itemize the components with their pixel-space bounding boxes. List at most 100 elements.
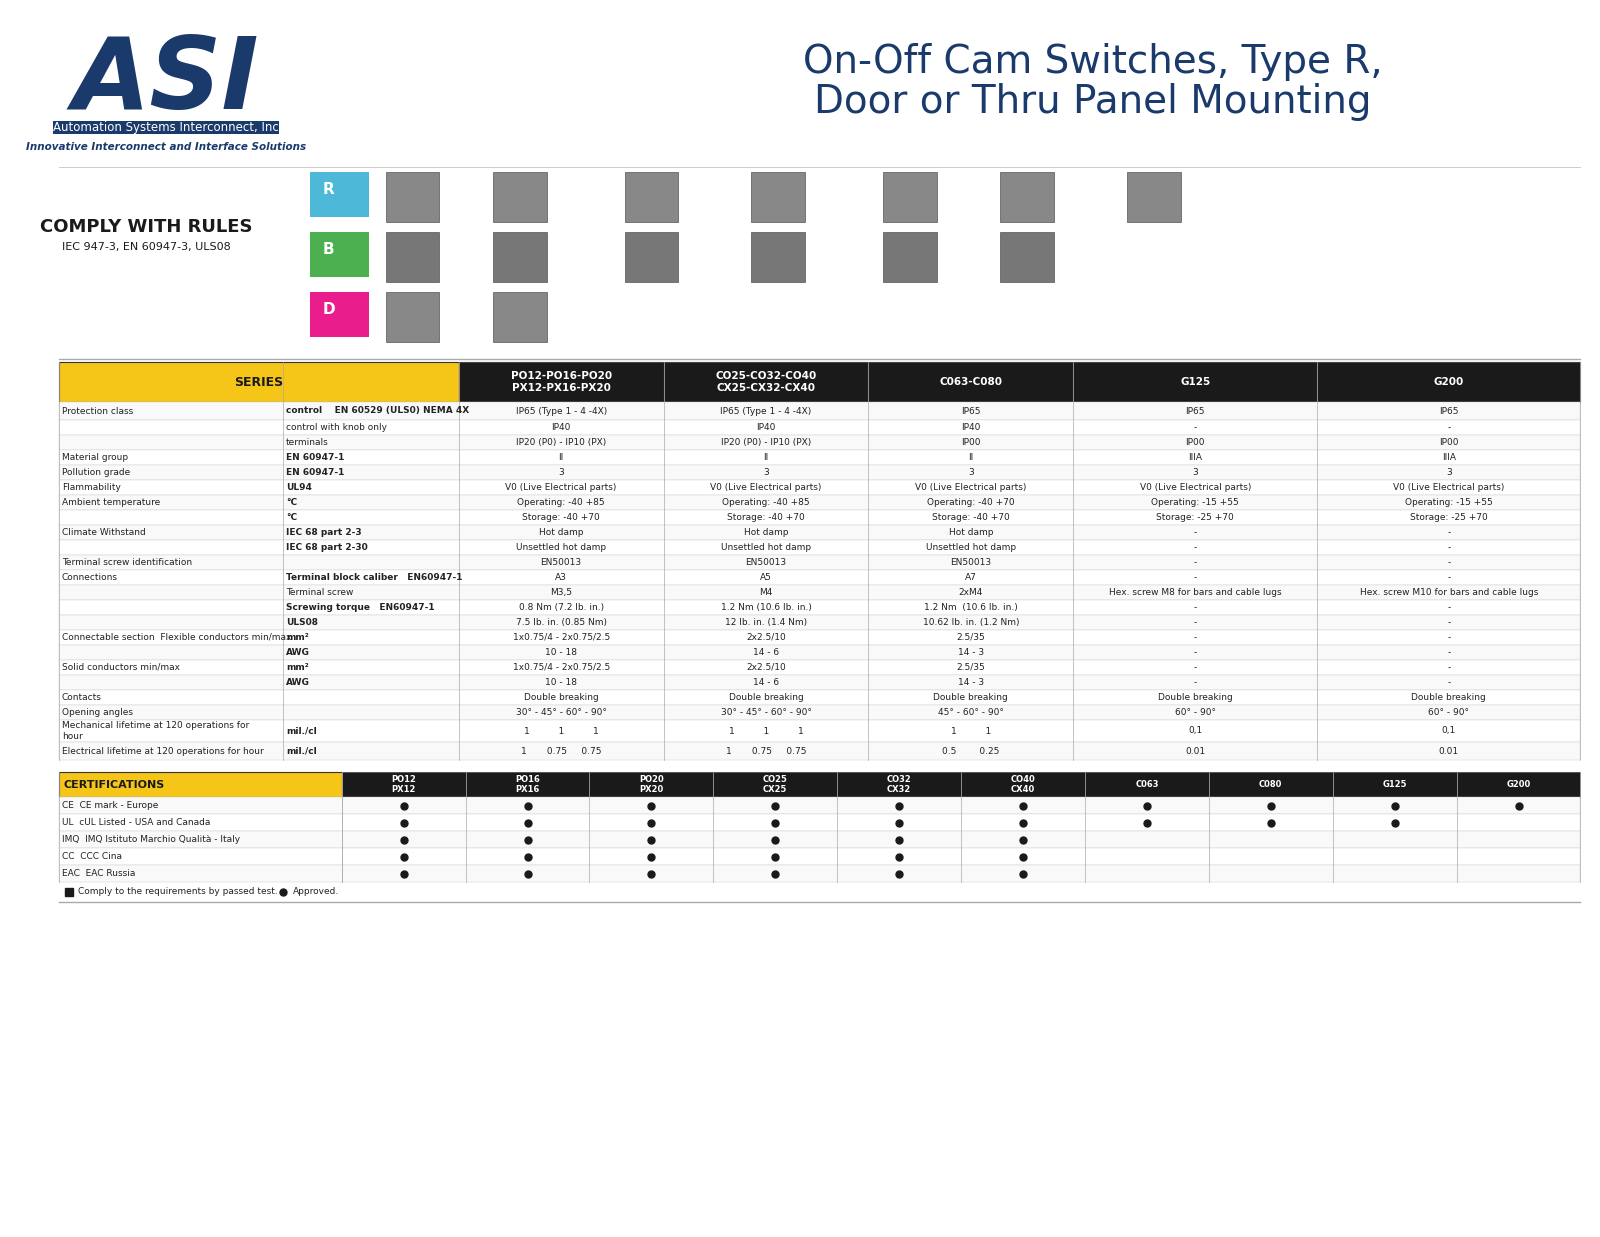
Bar [59, 849, 1581, 865]
Text: Material group: Material group [62, 453, 128, 461]
Text: -: - [1194, 573, 1197, 581]
Text: IP20 (P0) - IP10 (PX): IP20 (P0) - IP10 (PX) [722, 438, 811, 447]
Text: Innovative Interconnect and Interface Solutions: Innovative Interconnect and Interface So… [26, 142, 306, 152]
Text: 14 - 6: 14 - 6 [754, 648, 779, 657]
Bar [883, 233, 936, 282]
Text: CE  CE mark - Europe: CE CE mark - Europe [62, 802, 158, 810]
Text: IMQ  IMQ Istituto Marchio Qualità - Italy: IMQ IMQ Istituto Marchio Qualità - Italy [62, 835, 240, 844]
Text: 60° - 90°: 60° - 90° [1174, 708, 1216, 717]
Text: 0.01: 0.01 [1186, 746, 1205, 756]
Text: 1.2 Nm (10.6 lb. in.): 1.2 Nm (10.6 lb. in.) [720, 602, 811, 612]
Text: Pollution grade: Pollution grade [62, 468, 130, 477]
Text: IP20 (P0) - IP10 (PX): IP20 (P0) - IP10 (PX) [517, 438, 606, 447]
Text: Hex. screw M8 for bars and cable lugs: Hex. screw M8 for bars and cable lugs [1109, 588, 1282, 597]
Bar [59, 435, 1581, 450]
Text: 3: 3 [968, 468, 974, 477]
Text: -: - [1446, 558, 1451, 567]
Bar [342, 772, 466, 797]
Text: °C: °C [286, 513, 298, 522]
Bar [310, 233, 370, 277]
Text: R: R [322, 182, 334, 197]
Bar [59, 675, 1581, 690]
Text: 0.5        0.25: 0.5 0.25 [942, 746, 1000, 756]
Bar [714, 772, 837, 797]
Bar [59, 585, 1581, 600]
Text: Electrical lifetime at 120 operations for hour: Electrical lifetime at 120 operations fo… [62, 746, 264, 756]
Text: Double breaking: Double breaking [1411, 693, 1486, 703]
Text: -: - [1194, 558, 1197, 567]
Text: B: B [322, 242, 334, 257]
Text: Approved.: Approved. [293, 887, 339, 897]
Text: COMPLY WITH RULES: COMPLY WITH RULES [40, 218, 253, 236]
Text: Hot damp: Hot damp [744, 528, 789, 537]
Text: IP40: IP40 [552, 423, 571, 432]
Text: IP40: IP40 [757, 423, 776, 432]
Text: Flammability: Flammability [62, 482, 120, 492]
Text: 3: 3 [763, 468, 770, 477]
Text: V0 (Live Electrical parts): V0 (Live Electrical parts) [1394, 482, 1504, 492]
Text: 2.5/35: 2.5/35 [957, 663, 986, 672]
Text: 3: 3 [1192, 468, 1198, 477]
Bar [59, 615, 1581, 630]
Text: -: - [1194, 648, 1197, 657]
Text: 2x2.5/10: 2x2.5/10 [746, 663, 786, 672]
Text: EN50013: EN50013 [541, 558, 582, 567]
Text: IIIA: IIIA [1442, 453, 1456, 461]
Text: IP65: IP65 [1186, 407, 1205, 416]
Text: Storage: -40 +70: Storage: -40 +70 [931, 513, 1010, 522]
Bar [624, 172, 678, 221]
Text: IP65: IP65 [962, 407, 981, 416]
Text: ULS08: ULS08 [286, 618, 318, 627]
Bar [386, 292, 440, 341]
Text: 0,1: 0,1 [1189, 726, 1202, 736]
Text: mm²: mm² [286, 633, 309, 642]
Text: Storage: -25 +70: Storage: -25 +70 [1157, 513, 1234, 522]
Text: D: D [322, 302, 334, 317]
Text: IEC 947-3, EN 60947-3, ULS08: IEC 947-3, EN 60947-3, ULS08 [62, 242, 230, 252]
Bar [310, 172, 370, 216]
Bar [1000, 233, 1054, 282]
Text: 1       0.75     0.75: 1 0.75 0.75 [726, 746, 806, 756]
Text: 1x0.75/4 - 2x0.75/2.5: 1x0.75/4 - 2x0.75/2.5 [512, 633, 610, 642]
Text: UL  cUL Listed - USA and Canada: UL cUL Listed - USA and Canada [62, 818, 210, 828]
Text: Operating: -15 +55: Operating: -15 +55 [1152, 499, 1238, 507]
Text: PO20
PX20: PO20 PX20 [638, 774, 664, 794]
Text: mil./cl: mil./cl [286, 746, 317, 756]
Bar [1000, 172, 1054, 221]
Text: Terminal screw: Terminal screw [286, 588, 354, 597]
Text: 14 - 3: 14 - 3 [958, 678, 984, 687]
Bar [493, 172, 547, 221]
Text: CO32
CX32: CO32 CX32 [886, 774, 912, 794]
Text: control with knob only: control with knob only [286, 423, 387, 432]
Text: Double breaking: Double breaking [728, 693, 803, 703]
Bar [1317, 362, 1581, 402]
Text: 2xM4: 2xM4 [958, 588, 982, 597]
Text: -: - [1446, 663, 1451, 672]
Text: -: - [1194, 633, 1197, 642]
Text: 1       0.75     0.75: 1 0.75 0.75 [522, 746, 602, 756]
Bar [59, 865, 1581, 882]
Bar [59, 630, 1581, 644]
Bar [1074, 362, 1317, 402]
Text: IP65: IP65 [1438, 407, 1459, 416]
Text: -: - [1446, 543, 1451, 552]
Text: CO25
CX25: CO25 CX25 [763, 774, 787, 794]
Text: Mechanical lifetime at 120 operations for
hour: Mechanical lifetime at 120 operations fo… [62, 721, 250, 741]
Bar [59, 600, 1581, 615]
Bar [59, 772, 342, 797]
Text: Door or Thru Panel Mounting: Door or Thru Panel Mounting [814, 83, 1371, 121]
Bar [59, 555, 1581, 570]
Bar [1085, 772, 1210, 797]
Text: -: - [1194, 663, 1197, 672]
Bar [752, 233, 805, 282]
Bar [59, 402, 1581, 421]
Bar [59, 524, 1581, 541]
Bar [59, 705, 1581, 720]
Bar [59, 690, 1581, 705]
Text: Operating: -40 +85: Operating: -40 +85 [517, 499, 605, 507]
Text: -: - [1194, 618, 1197, 627]
Text: IEC 68 part 2-3: IEC 68 part 2-3 [286, 528, 362, 537]
Text: PO12
PX12: PO12 PX12 [390, 774, 416, 794]
Text: Storage: -25 +70: Storage: -25 +70 [1410, 513, 1488, 522]
Text: -: - [1446, 528, 1451, 537]
